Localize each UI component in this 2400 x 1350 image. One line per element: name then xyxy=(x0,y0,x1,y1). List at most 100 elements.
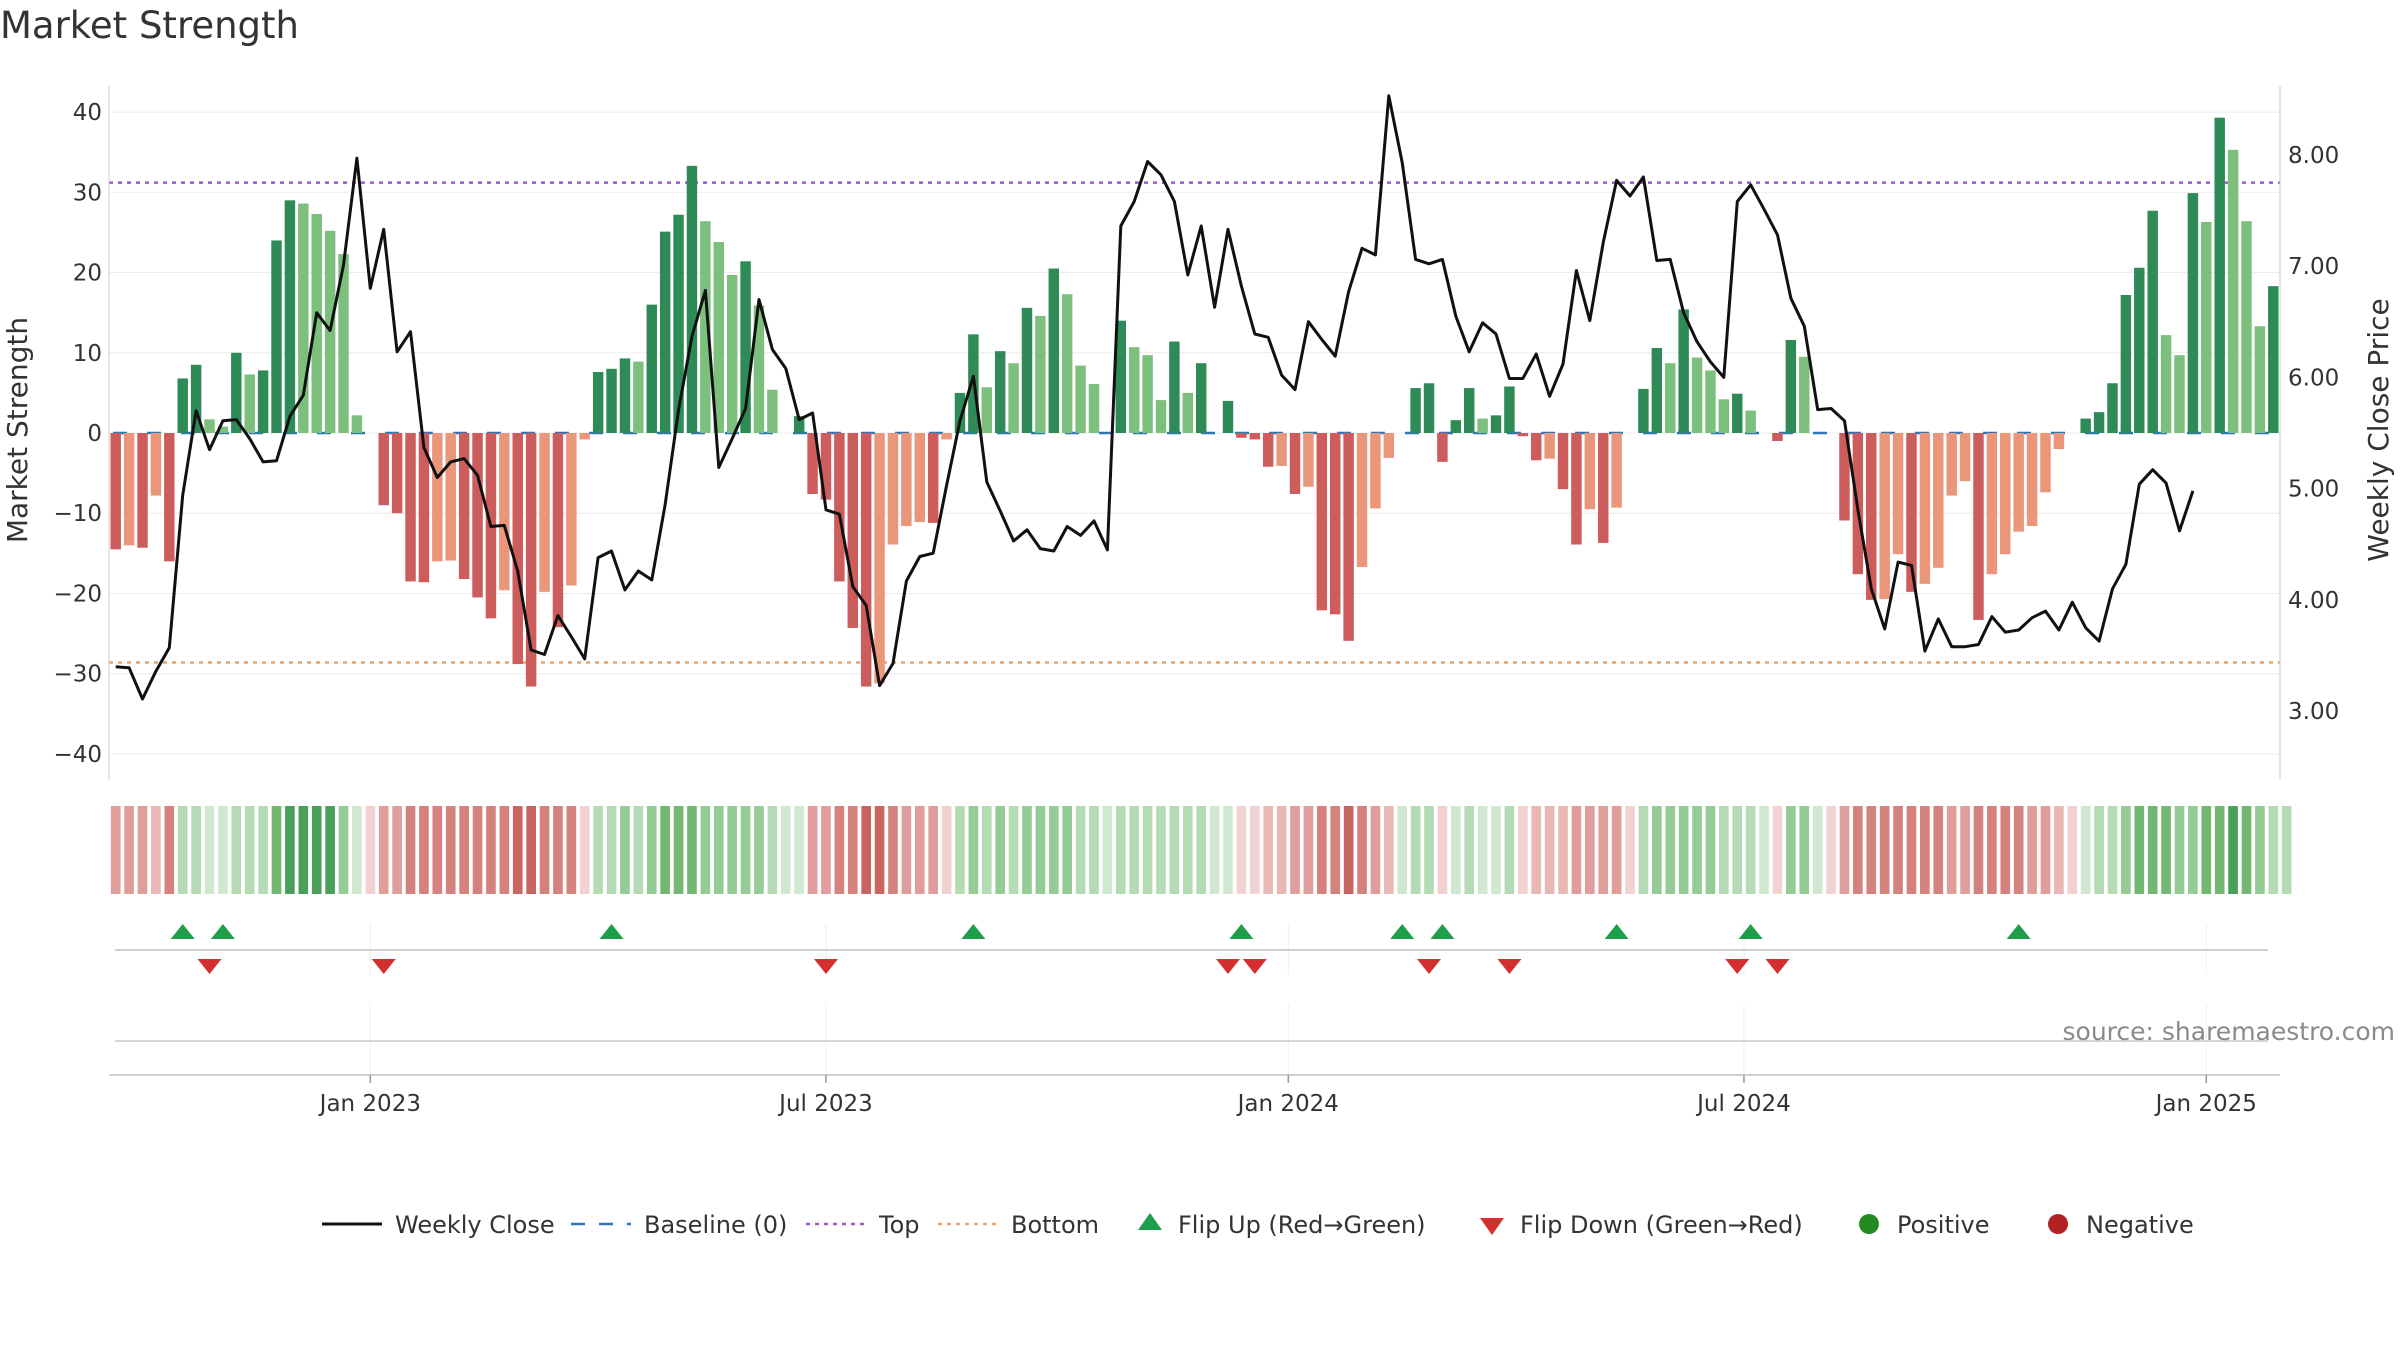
strength-bar xyxy=(445,433,456,561)
band-cell xyxy=(1906,806,1917,894)
strength-bar xyxy=(1933,433,1944,568)
strength-bar xyxy=(1383,433,1395,458)
band-cell xyxy=(1343,806,1354,894)
strength-bar xyxy=(1075,365,1086,433)
strength-bar xyxy=(2040,433,2051,493)
y-tick-label: −40 xyxy=(53,742,102,768)
strength-bar xyxy=(1785,339,1797,433)
band-cell xyxy=(1410,806,1421,894)
band-cell xyxy=(1786,806,1796,894)
strength-bar xyxy=(901,433,912,527)
band-cell xyxy=(1209,806,1220,894)
flip-up-marker xyxy=(961,924,986,939)
strength-bar xyxy=(2174,355,2185,433)
strength-bar xyxy=(512,433,523,665)
legend-swatch-flip-down xyxy=(1480,1218,1504,1235)
band-cell xyxy=(754,806,764,894)
band-cell xyxy=(392,806,402,894)
strength-bar xyxy=(1678,309,1689,433)
y-tick-label: 0 xyxy=(87,421,102,447)
band-cell xyxy=(780,806,791,894)
strength-bar xyxy=(418,433,430,583)
strength-bar xyxy=(244,374,255,433)
strength-bar xyxy=(1463,388,1475,433)
band-cell xyxy=(1625,806,1635,894)
legend-item: Weekly Close xyxy=(322,1211,555,1239)
strength-bar xyxy=(592,372,604,433)
y2-tick-label: 7.00 xyxy=(2288,254,2339,280)
band-cell xyxy=(1853,806,1863,894)
band-cell xyxy=(1826,806,1836,894)
band-cell xyxy=(901,806,912,894)
strength-bar xyxy=(1718,399,1730,433)
strength-bar xyxy=(2201,221,2212,433)
band-cell xyxy=(1920,806,1930,894)
band-cell xyxy=(499,806,510,894)
strength-bar xyxy=(994,351,1006,433)
strength-bar xyxy=(1531,433,1542,461)
band-cell xyxy=(1839,806,1850,894)
band-cell xyxy=(2013,806,2024,894)
band-cell xyxy=(1585,806,1595,894)
strength-bar xyxy=(793,416,805,433)
strength-bar xyxy=(2214,117,2225,434)
band-cell xyxy=(2027,806,2037,894)
band-cell xyxy=(1705,806,1716,894)
strength-bar xyxy=(887,433,899,545)
band-cell xyxy=(1008,806,1019,894)
strength-bar xyxy=(767,389,778,433)
strength-bar xyxy=(525,433,537,687)
flip-up-marker xyxy=(1738,924,1763,939)
band-cell xyxy=(1477,806,1488,894)
flip-down-marker xyxy=(1417,959,1442,974)
strength-bar xyxy=(2093,412,2105,433)
strength-bar xyxy=(405,433,416,582)
strength-bar xyxy=(1584,433,1596,510)
strength-bar xyxy=(1115,320,1127,433)
strength-bar xyxy=(713,242,724,433)
strength-bar xyxy=(619,358,631,433)
legend-item: Flip Down (Green→Red) xyxy=(1480,1211,1803,1239)
strength-bar xyxy=(860,433,872,687)
band-cell xyxy=(244,806,255,894)
strength-bar xyxy=(231,352,242,433)
band-cell xyxy=(1424,806,1434,894)
band-cell xyxy=(352,806,362,894)
band-cell xyxy=(137,806,148,894)
band-cell xyxy=(325,806,335,894)
strength-bar xyxy=(1772,433,1783,442)
strength-bar xyxy=(1303,433,1314,487)
legend-label: Flip Up (Red→Green) xyxy=(1178,1211,1426,1239)
band-cell xyxy=(1102,806,1113,894)
y2-axis-title: Weekly Close Price xyxy=(2362,298,2395,561)
x-tick-label: Jan 2023 xyxy=(318,1091,421,1117)
strength-bar xyxy=(2120,295,2132,433)
flip-up-marker xyxy=(210,924,235,939)
strength-bar xyxy=(2134,267,2145,433)
y-tick-label: 10 xyxy=(73,341,102,367)
band-cell xyxy=(1397,806,1408,894)
band-cell xyxy=(700,806,711,894)
strength-bar xyxy=(2026,433,2038,527)
band-cell xyxy=(539,806,550,894)
strength-bar xyxy=(338,254,349,433)
strength-bar xyxy=(1504,386,1515,433)
strength-bar xyxy=(1262,433,1274,467)
strength-bar xyxy=(1236,433,1247,438)
flip-up-marker xyxy=(599,924,624,939)
legend-label: Bottom xyxy=(1011,1211,1099,1239)
legend-item: Baseline (0) xyxy=(571,1211,787,1239)
band-cell xyxy=(1357,806,1367,894)
band-cell xyxy=(1276,806,1287,894)
strength-bar xyxy=(1879,433,1890,600)
band-cell xyxy=(1169,806,1180,894)
strength-bar xyxy=(1356,433,1368,567)
flip-down-marker xyxy=(1497,959,1522,974)
strength-bar xyxy=(2160,335,2172,433)
band-cell xyxy=(1652,806,1662,894)
band-cell xyxy=(271,806,282,894)
legend-swatch-circle xyxy=(1859,1214,1879,1234)
band-cell xyxy=(1142,806,1153,894)
band-cell xyxy=(1531,806,1542,894)
